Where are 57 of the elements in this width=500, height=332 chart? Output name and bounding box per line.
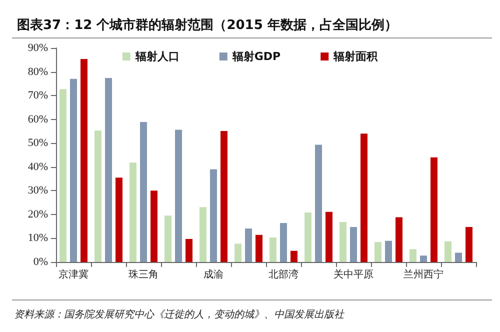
bar [150,190,158,262]
bar [186,238,192,262]
x-tick-label: 兰州西宁 [404,268,444,280]
bar [245,228,252,262]
bar [256,234,262,262]
bar [270,238,276,262]
bar [140,122,147,262]
chart-title: 图表37：12 个城市群的辐射范围（2015 年数据，占全国比例） [17,17,398,33]
bar [444,241,452,262]
x-tick-label: 珠三角 [128,268,158,280]
y-tick-label: 20% [28,208,48,220]
bar [200,207,206,262]
bar [304,212,312,262]
y-tick-label: 30% [28,184,48,197]
y-tick-label: 90% [28,42,48,54]
bar [350,227,357,262]
x-tick-label: 成渝 [204,268,224,280]
bar [374,242,382,262]
legend-label: 辐射面积 [332,50,379,63]
y-tick-label: 60% [28,113,48,126]
x-tick-label: 北部湾 [268,268,298,280]
bar [385,240,392,262]
bar [210,169,217,262]
bar [420,256,427,262]
x-tick-label: 关中平原 [334,268,374,280]
bar [220,130,228,262]
bar [290,250,298,262]
bar [340,222,346,262]
bar [430,157,438,262]
bar [326,212,332,262]
bar [396,217,402,262]
bar [164,216,172,262]
bar [466,227,472,262]
bar [70,78,77,262]
bar [116,178,122,262]
bar [360,134,368,262]
y-tick-label: 10% [28,232,48,244]
legend-label: 辐射GDP [231,50,281,63]
y-tick-label: 50% [28,137,48,150]
y-tick-label: 80% [28,66,48,78]
bar [60,89,66,262]
y-tick-label: 0% [33,256,48,268]
bar [410,249,416,262]
x-tick-label: 京津冀 [58,268,88,280]
y-tick-label: 40% [28,160,48,173]
bar [130,162,136,262]
bar [315,144,322,262]
bar [80,58,88,262]
y-tick-label: 70% [28,90,48,102]
text: 资料来源：国务院发展研究中心《迁徙的人，变动的城》、中国发展出版社 [14,308,345,320]
bar [234,244,242,262]
bar [175,130,182,262]
bar [280,223,287,262]
legend-label: 辐射人口 [134,50,180,63]
bar [105,78,112,262]
bar [455,252,462,262]
bar [94,130,102,262]
